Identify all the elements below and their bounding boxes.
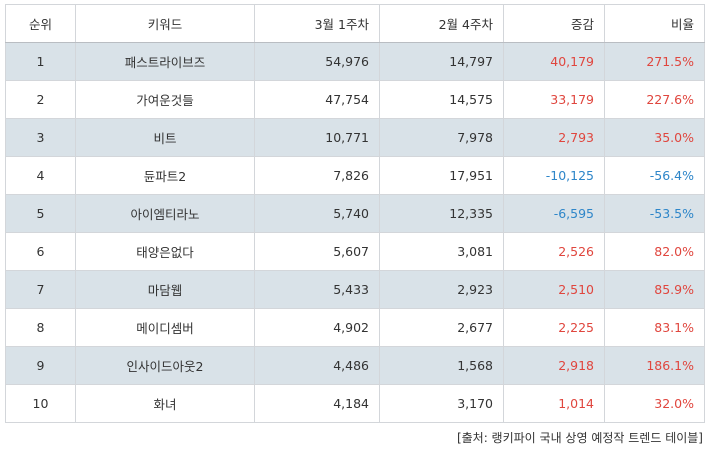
cell-rank: 10 <box>5 384 76 423</box>
cell-week-feb4: 14,797 <box>379 42 504 81</box>
cell-rank: 8 <box>5 308 76 347</box>
cell-week-feb4: 3,081 <box>379 232 504 271</box>
cell-rank: 7 <box>5 270 76 309</box>
cell-week-mar1: 10,771 <box>254 118 380 157</box>
cell-week-feb4: 3,170 <box>379 384 504 423</box>
cell-rank: 2 <box>5 80 76 119</box>
header-keyword: 키워드 <box>75 4 255 43</box>
cell-change: 2,918 <box>503 346 605 385</box>
cell-week-mar1: 7,826 <box>254 156 380 195</box>
cell-keyword: 메이디셈버 <box>75 308 255 347</box>
cell-keyword: 비트 <box>75 118 255 157</box>
table-row: 6 태양은없다 5,607 3,081 2,526 82.0% <box>5 232 705 271</box>
header-week-mar1: 3월 1주차 <box>254 4 380 43</box>
cell-week-feb4: 7,978 <box>379 118 504 157</box>
cell-ratio: 32.0% <box>604 384 705 423</box>
table-row: 9 인사이드아웃2 4,486 1,568 2,918 186.1% <box>5 346 705 385</box>
cell-week-feb4: 2,923 <box>379 270 504 309</box>
table-row: 10 화녀 4,184 3,170 1,014 32.0% <box>5 384 705 423</box>
cell-change: 2,793 <box>503 118 605 157</box>
table-row: 7 마담웹 5,433 2,923 2,510 85.9% <box>5 270 705 309</box>
cell-ratio: 227.6% <box>604 80 705 119</box>
cell-rank: 4 <box>5 156 76 195</box>
cell-keyword: 듄파트2 <box>75 156 255 195</box>
cell-rank: 3 <box>5 118 76 157</box>
cell-week-feb4: 2,677 <box>379 308 504 347</box>
table-row: 1 패스트라이브즈 54,976 14,797 40,179 271.5% <box>5 42 705 81</box>
cell-ratio: 83.1% <box>604 308 705 347</box>
cell-week-mar1: 5,607 <box>254 232 380 271</box>
cell-week-feb4: 1,568 <box>379 346 504 385</box>
cell-week-mar1: 4,902 <box>254 308 380 347</box>
cell-change: 2,225 <box>503 308 605 347</box>
cell-week-mar1: 47,754 <box>254 80 380 119</box>
table-row: 4 듄파트2 7,826 17,951 -10,125 -56.4% <box>5 156 705 195</box>
ranking-table: 순위 키워드 3월 1주차 2월 4주차 증감 비율 1 패스트라이브즈 54,97… <box>5 4 705 423</box>
cell-week-mar1: 4,184 <box>254 384 380 423</box>
cell-rank: 9 <box>5 346 76 385</box>
cell-week-mar1: 5,740 <box>254 194 380 233</box>
cell-change: -10,125 <box>503 156 605 195</box>
table-header-row: 순위 키워드 3월 1주차 2월 4주차 증감 비율 <box>5 4 705 43</box>
cell-ratio: 35.0% <box>604 118 705 157</box>
cell-ratio: 271.5% <box>604 42 705 81</box>
cell-keyword: 마담웹 <box>75 270 255 309</box>
cell-week-feb4: 17,951 <box>379 156 504 195</box>
cell-change: 33,179 <box>503 80 605 119</box>
table-row: 2 가여운것들 47,754 14,575 33,179 227.6% <box>5 80 705 119</box>
cell-week-mar1: 4,486 <box>254 346 380 385</box>
cell-change: 1,014 <box>503 384 605 423</box>
header-change: 증감 <box>503 4 605 43</box>
cell-keyword: 태양은없다 <box>75 232 255 271</box>
cell-change: -6,595 <box>503 194 605 233</box>
cell-keyword: 화녀 <box>75 384 255 423</box>
table-row: 3 비트 10,771 7,978 2,793 35.0% <box>5 118 705 157</box>
cell-rank: 6 <box>5 232 76 271</box>
cell-week-mar1: 5,433 <box>254 270 380 309</box>
table-row: 8 메이디셈버 4,902 2,677 2,225 83.1% <box>5 308 705 347</box>
cell-ratio: -56.4% <box>604 156 705 195</box>
cell-week-feb4: 12,335 <box>379 194 504 233</box>
cell-rank: 5 <box>5 194 76 233</box>
header-week-feb4: 2월 4주차 <box>379 4 504 43</box>
cell-keyword: 아이엠티라노 <box>75 194 255 233</box>
header-rank: 순위 <box>5 4 76 43</box>
cell-keyword: 패스트라이브즈 <box>75 42 255 81</box>
cell-keyword: 가여운것들 <box>75 80 255 119</box>
cell-ratio: 82.0% <box>604 232 705 271</box>
cell-keyword: 인사이드아웃2 <box>75 346 255 385</box>
ranking-table-container: 순위 키워드 3월 1주차 2월 4주차 증감 비율 1 패스트라이브즈 54,97… <box>5 4 705 423</box>
header-ratio: 비율 <box>604 4 705 43</box>
cell-rank: 1 <box>5 42 76 81</box>
cell-ratio: -53.5% <box>604 194 705 233</box>
cell-ratio: 186.1% <box>604 346 705 385</box>
cell-change: 2,510 <box>503 270 605 309</box>
cell-ratio: 85.9% <box>604 270 705 309</box>
cell-week-mar1: 54,976 <box>254 42 380 81</box>
cell-change: 40,179 <box>503 42 605 81</box>
table-row: 5 아이엠티라노 5,740 12,335 -6,595 -53.5% <box>5 194 705 233</box>
cell-change: 2,526 <box>503 232 605 271</box>
cell-week-feb4: 14,575 <box>379 80 504 119</box>
source-caption: [출처: 랭키파이 국내 상영 예정작 트렌드 테이블] <box>456 431 703 445</box>
